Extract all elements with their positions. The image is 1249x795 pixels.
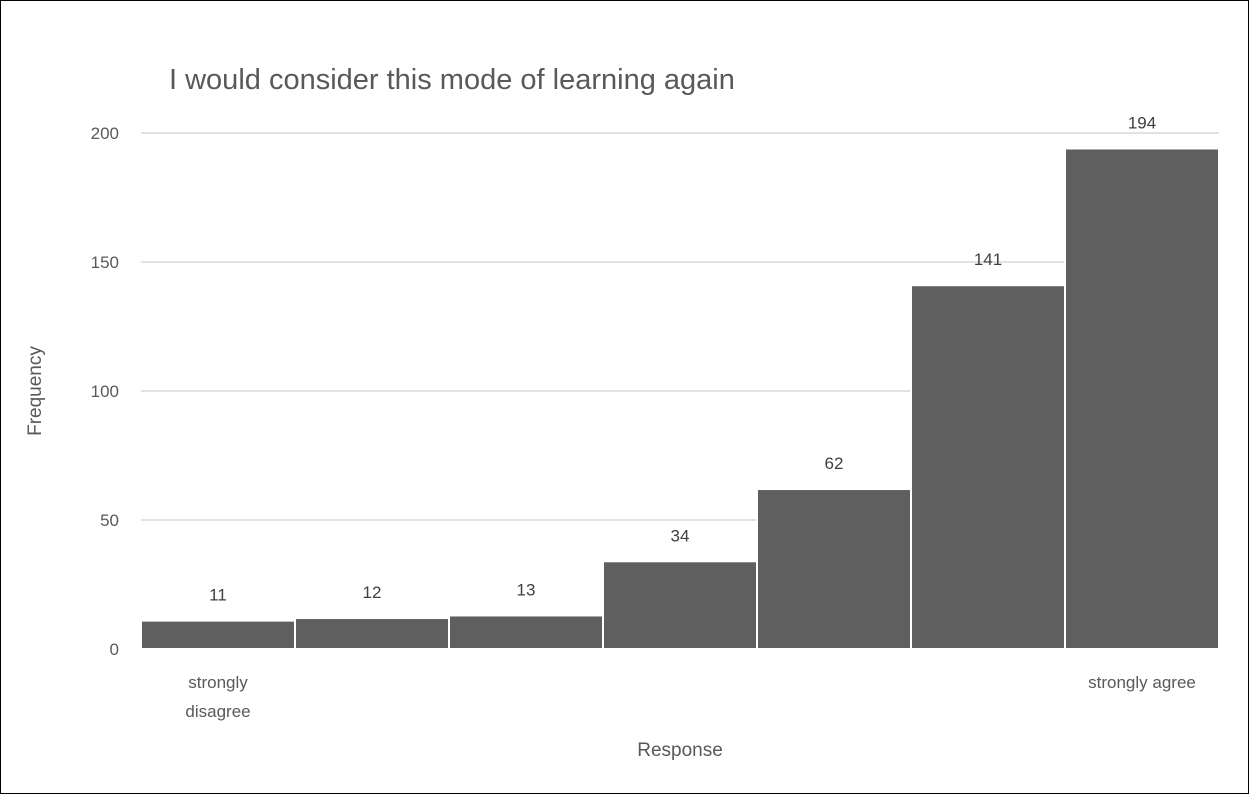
y-tick-label: 200 [91,124,119,143]
data-label: 194 [1128,113,1156,132]
data-label: 12 [363,583,382,602]
y-axis-ticks: 0 50 100 150 200 [91,124,119,659]
bar-5 [756,488,912,651]
bars [140,147,1220,651]
data-label: 13 [517,580,536,599]
x-axis-title: Response [637,740,723,761]
y-axis-title: Frequency [25,346,46,436]
data-labels: 11 12 13 34 62 141 194 [209,113,1156,604]
bar-6 [910,284,1066,650]
x-axis-category-labels: strongly disagree strongly agree [185,673,1195,721]
bar-1 [140,619,296,650]
bar-4 [602,560,758,651]
y-tick-label: 0 [110,640,119,659]
bar-3 [448,614,604,651]
bar-7 [1064,147,1220,650]
data-label: 141 [974,250,1002,269]
x-category-label: disagree [185,702,250,721]
chart-title: I would consider this mode of learning a… [169,64,735,96]
y-tick-label: 150 [91,253,119,272]
x-category-label: strongly [188,673,248,692]
data-label: 11 [209,586,227,605]
x-category-label: strongly agree [1088,673,1196,692]
bar-2 [294,617,450,650]
data-label: 34 [671,526,690,545]
data-label: 62 [825,454,844,473]
y-tick-label: 50 [100,511,119,530]
y-tick-label: 100 [91,382,119,401]
